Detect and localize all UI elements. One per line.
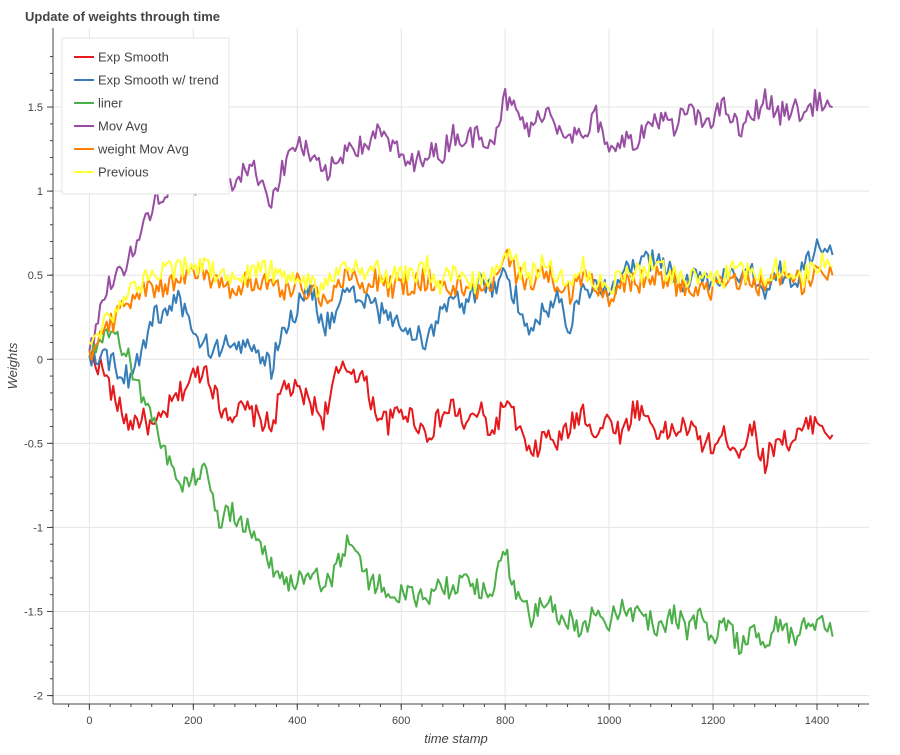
y-tick-label: -1.5: [24, 607, 43, 619]
y-tick-label: 1.5: [28, 102, 43, 114]
x-tick-label: 400: [288, 715, 306, 727]
x-tick-label: 1400: [805, 715, 829, 727]
legend-item-label: weight Mov Avg: [97, 142, 189, 157]
y-tick-label: -0.5: [24, 438, 43, 450]
y-tick-label: 0.5: [28, 270, 43, 282]
series-line: [89, 328, 834, 655]
x-tick-label: 0: [86, 715, 92, 727]
series-line: [88, 351, 834, 475]
y-tick-label: -1: [33, 522, 43, 534]
x-axis-label: time stamp: [424, 731, 488, 746]
x-tick-label: 1000: [597, 715, 621, 727]
x-tick-label: 200: [184, 715, 202, 727]
series-line: [88, 248, 834, 361]
y-tick-label: -2: [33, 691, 43, 703]
legend-box: [61, 37, 230, 195]
series-line: [88, 247, 834, 345]
x-tick-label: 600: [392, 715, 410, 727]
y-tick-label: 1: [37, 186, 43, 198]
x-tick-label: 1200: [701, 715, 725, 727]
y-tick-label: 0: [37, 354, 43, 366]
legend-item-label: Exp Smooth: [98, 50, 169, 65]
series-line: [88, 238, 834, 389]
chart-title: Update of weights through time: [25, 9, 220, 24]
legend-item-label: liner: [98, 96, 123, 111]
y-axis-label: Weights: [5, 342, 20, 389]
legend-item-label: Exp Smooth w/ trend: [98, 73, 219, 88]
x-tick-label: 800: [496, 715, 514, 727]
legend-item-label: Mov Avg: [98, 119, 148, 134]
legend-item-label: Previous: [98, 165, 149, 180]
